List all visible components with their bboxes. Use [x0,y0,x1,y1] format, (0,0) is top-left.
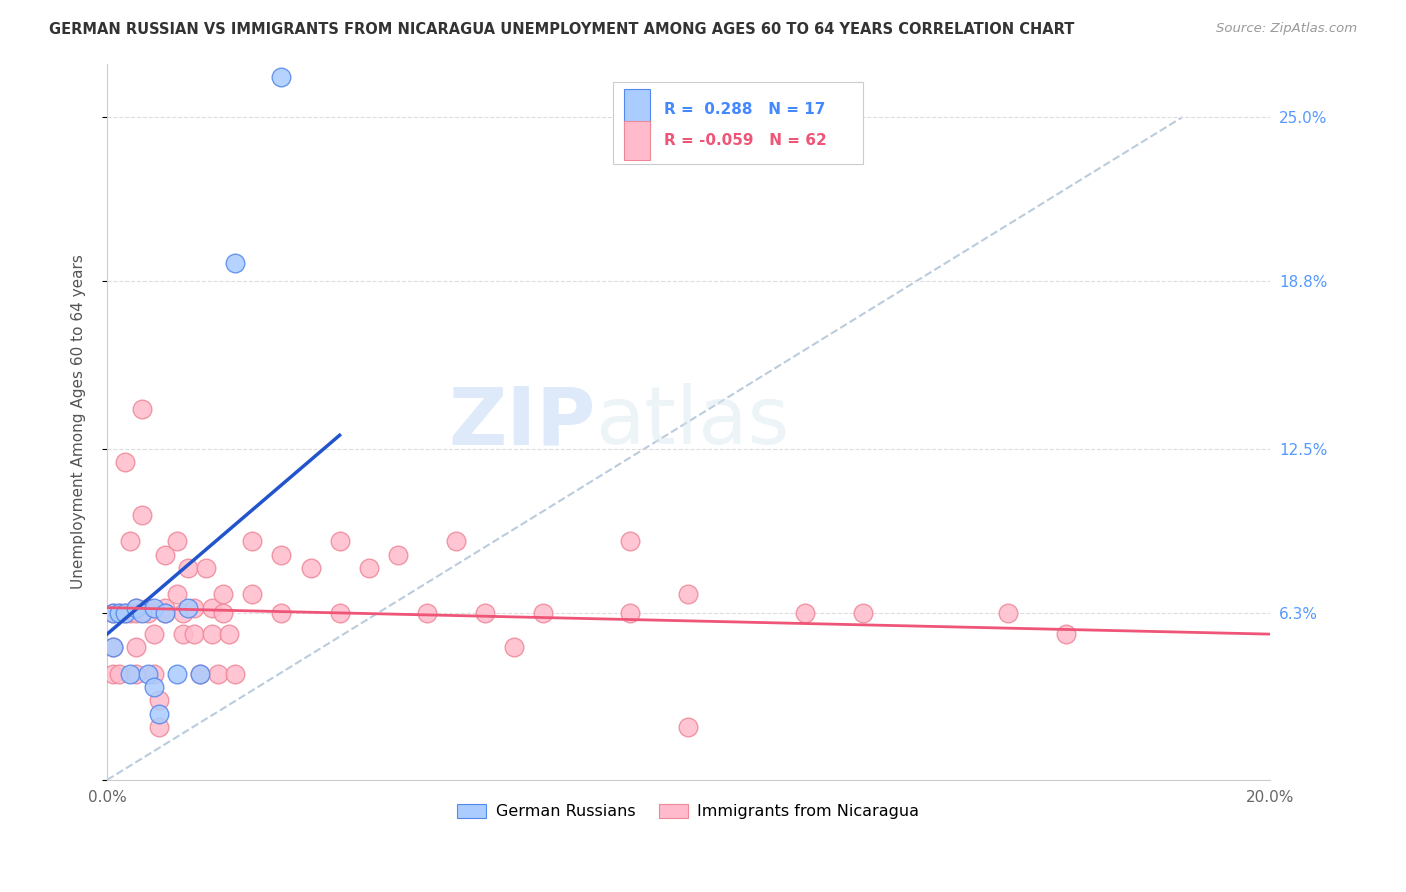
Point [131,508,153,522]
Point [101,640,124,655]
Point [678,720,700,734]
Point [177,600,200,615]
Point [270,606,292,620]
Point [201,627,224,641]
Point [166,587,188,601]
Point [416,606,439,620]
Point [142,600,165,615]
Point [153,606,176,620]
Point [188,666,211,681]
Point [194,561,217,575]
Point [166,666,188,681]
Point [142,666,165,681]
Text: R =  0.288   N = 17: R = 0.288 N = 17 [664,102,825,117]
Point [852,606,875,620]
Legend: German Russians, Immigrants from Nicaragua: German Russians, Immigrants from Nicarag… [451,797,927,826]
Point [183,627,205,641]
Point [218,627,240,641]
Point [153,600,176,615]
Text: ZIP: ZIP [449,383,595,461]
Point [101,640,124,655]
Point [183,600,205,615]
FancyBboxPatch shape [624,121,650,161]
Point [136,600,159,615]
Point [142,680,165,694]
Point [142,627,165,641]
Text: Source: ZipAtlas.com: Source: ZipAtlas.com [1216,22,1357,36]
Point [120,606,142,620]
Point [125,600,148,615]
Point [153,548,176,562]
Point [212,606,235,620]
Point [136,606,159,620]
Point [107,666,129,681]
Y-axis label: Unemployment Among Ages 60 to 64 years: Unemployment Among Ages 60 to 64 years [72,254,86,590]
Point [224,666,246,681]
Point [474,606,496,620]
Point [242,587,264,601]
Point [131,606,153,620]
Point [131,401,153,416]
Point [120,666,142,681]
Point [101,666,124,681]
Point [136,666,159,681]
FancyBboxPatch shape [624,89,650,128]
Point [153,606,176,620]
Point [172,606,194,620]
FancyBboxPatch shape [613,82,863,164]
Point [357,561,380,575]
Point [444,534,467,549]
Point [270,70,292,85]
Point [125,600,148,615]
Point [172,627,194,641]
Point [619,534,641,549]
Point [114,606,136,620]
Point [997,606,1019,620]
Point [125,640,148,655]
Point [114,606,136,620]
Point [101,606,124,620]
Point [678,587,700,601]
Point [1054,627,1077,641]
Point [148,720,170,734]
Point [120,534,142,549]
Point [270,548,292,562]
Point [299,561,322,575]
Point [329,606,352,620]
Point [188,666,211,681]
Point [207,666,229,681]
Text: R = -0.059   N = 62: R = -0.059 N = 62 [664,133,827,148]
Point [114,455,136,469]
Point [503,640,526,655]
Point [107,606,129,620]
Point [531,606,554,620]
Point [101,606,124,620]
Point [242,534,264,549]
Point [125,666,148,681]
Point [148,693,170,707]
Text: atlas: atlas [595,383,790,461]
Point [125,606,148,620]
Point [166,534,188,549]
Text: GERMAN RUSSIAN VS IMMIGRANTS FROM NICARAGUA UNEMPLOYMENT AMONG AGES 60 TO 64 YEA: GERMAN RUSSIAN VS IMMIGRANTS FROM NICARA… [49,22,1074,37]
Point [177,561,200,575]
Point [619,606,641,620]
Point [329,534,352,549]
Point [387,548,409,562]
Point [201,600,224,615]
Point [212,587,235,601]
Point [793,606,815,620]
Point [224,256,246,270]
Point [148,706,170,721]
Point [107,606,129,620]
